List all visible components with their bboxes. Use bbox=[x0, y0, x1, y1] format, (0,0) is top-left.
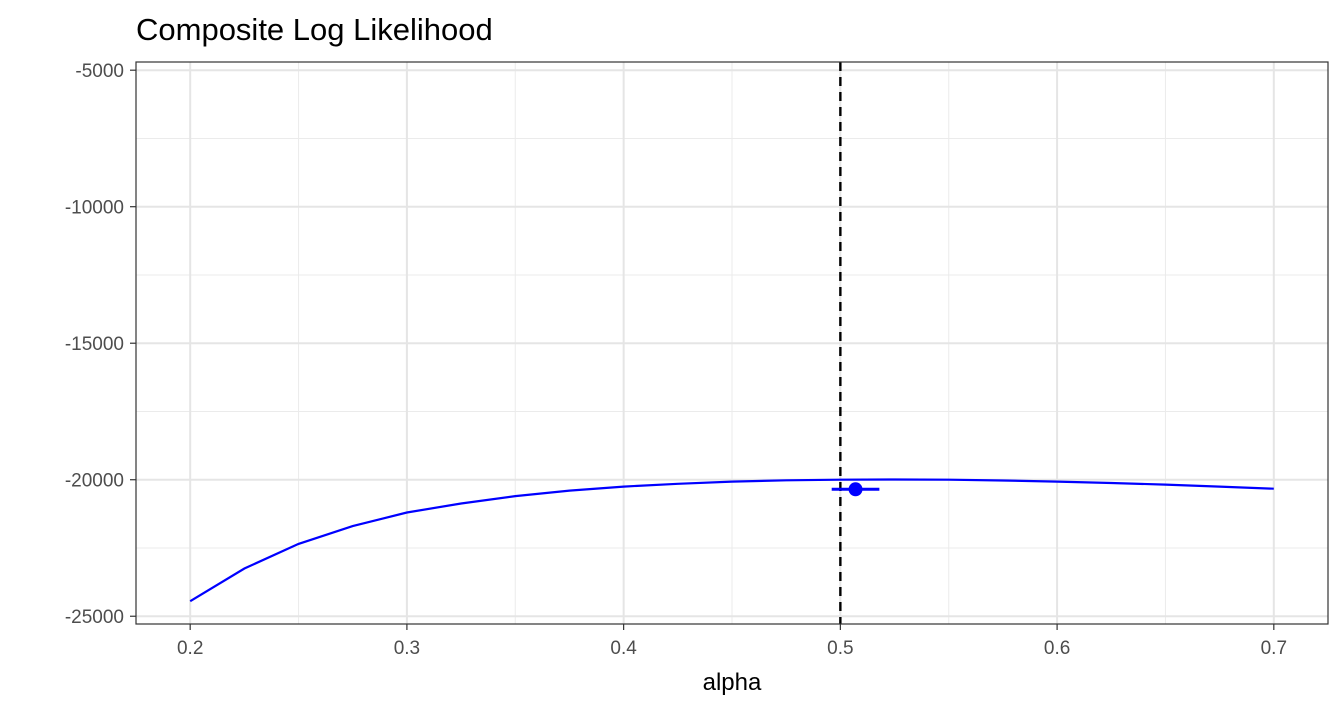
y-tick-label: -10000 bbox=[65, 198, 124, 219]
y-axis: -5000 -10000 -15000 -20000 -25000 bbox=[65, 61, 136, 628]
x-tick-label: 0.4 bbox=[610, 638, 637, 659]
x-tick-label: 0.6 bbox=[1044, 638, 1070, 659]
major-gridlines bbox=[136, 62, 1328, 624]
point-estimate bbox=[848, 482, 863, 497]
x-tick-label: 0.3 bbox=[394, 638, 420, 659]
y-tick-label: -15000 bbox=[65, 334, 124, 355]
y-tick-label: -5000 bbox=[75, 61, 124, 82]
x-axis: 0.2 0.3 0.4 0.5 0.6 0.7 bbox=[177, 624, 1287, 659]
y-tick-label: -25000 bbox=[65, 607, 124, 628]
x-tick-label: 0.5 bbox=[827, 638, 853, 659]
y-tick-label: -20000 bbox=[65, 471, 124, 492]
x-tick-label: 0.7 bbox=[1261, 638, 1287, 659]
x-axis-title: alpha bbox=[703, 669, 762, 696]
x-tick-label: 0.2 bbox=[177, 638, 203, 659]
chart-title: Composite Log Likelihood bbox=[136, 12, 493, 47]
series-line bbox=[189, 478, 1274, 603]
